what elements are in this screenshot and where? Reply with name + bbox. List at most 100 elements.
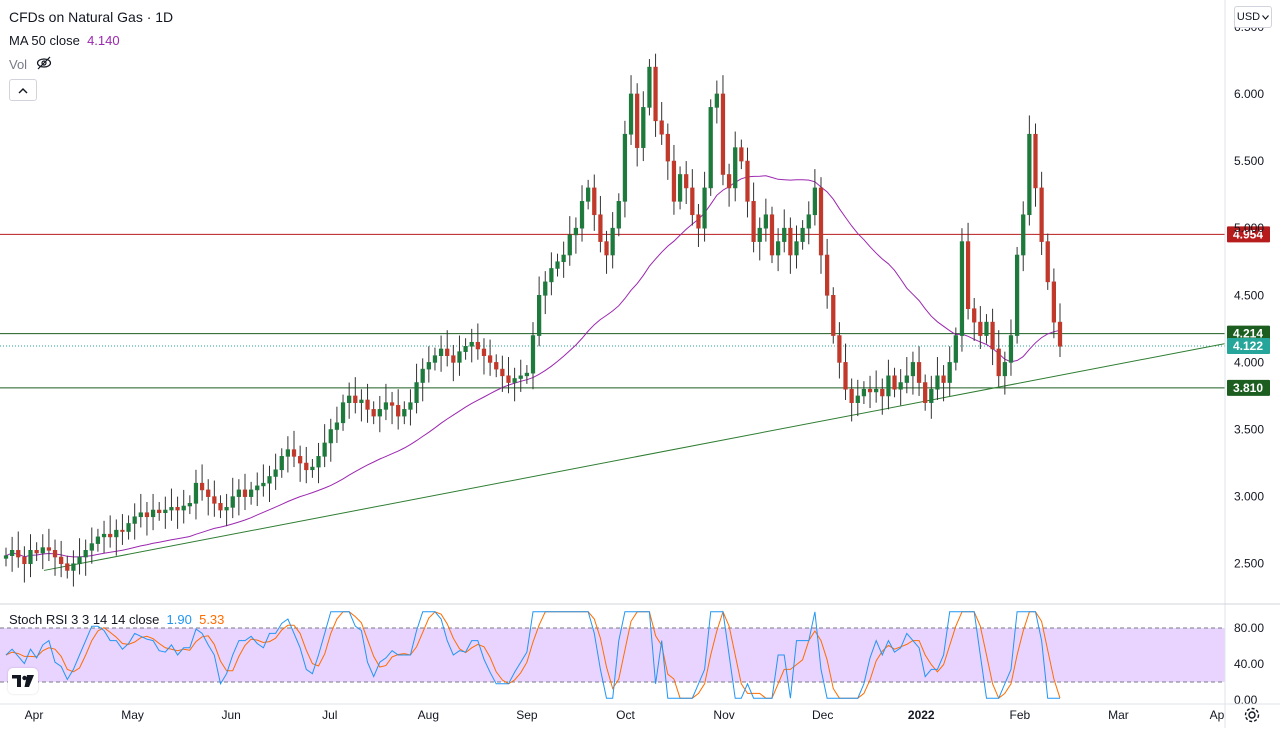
candle-up	[340, 402, 346, 424]
candle-up	[77, 556, 82, 565]
candle-up	[402, 409, 407, 417]
candle-up	[561, 254, 566, 263]
gear-icon[interactable]	[1242, 705, 1262, 730]
candle-up	[567, 234, 572, 256]
rsi-tick-label: 80.00	[1234, 621, 1264, 635]
candle-down	[684, 174, 689, 189]
price-tick-label: 3.500	[1234, 423, 1264, 437]
candle-up	[910, 362, 916, 377]
rsi-k-line	[5, 611, 1060, 699]
collapse-legend-button[interactable]	[9, 79, 37, 101]
candle-up	[193, 482, 199, 504]
candle-up	[95, 536, 101, 544]
candle-up	[101, 533, 107, 538]
vol-label: Vol	[9, 57, 28, 72]
candle-up	[114, 529, 119, 538]
candle-up	[874, 388, 879, 393]
level-badge	[1227, 325, 1270, 342]
candle-up	[628, 93, 634, 135]
candle-down	[494, 362, 499, 370]
candle-up	[886, 375, 891, 397]
candle-up	[641, 107, 646, 148]
candle-up	[420, 368, 425, 383]
candle-up	[806, 214, 811, 229]
time-tick-label: Apr	[25, 708, 44, 722]
candle-up	[677, 174, 683, 202]
rsi-tick-label: 40.00	[1234, 657, 1264, 671]
candle-down	[690, 187, 695, 216]
candle-down	[592, 187, 597, 216]
candle-up	[169, 507, 174, 511]
candle-down	[22, 556, 27, 565]
level-badge	[1227, 338, 1270, 355]
candle-down	[396, 405, 401, 417]
candle-up	[898, 382, 903, 390]
candle-down	[665, 133, 670, 162]
candle-up	[328, 429, 333, 444]
candle-down	[965, 241, 971, 310]
candle-down	[298, 456, 303, 464]
chevron-up-icon	[18, 81, 28, 99]
symbol-legend: CFDs on Natural Gas · 1D	[9, 9, 173, 26]
candle-up	[310, 466, 315, 471]
candle-up	[279, 456, 284, 471]
candle-up	[775, 241, 781, 256]
candle-down	[445, 348, 450, 356]
candle-up	[549, 268, 554, 283]
candle-up	[782, 227, 787, 242]
candle-down	[1033, 133, 1038, 189]
currency-button[interactable]: USD	[1234, 6, 1272, 28]
rsi-band	[0, 628, 1225, 682]
candle-down	[506, 375, 511, 383]
candle-down	[849, 388, 854, 403]
candle-down	[1057, 321, 1063, 347]
candle-up	[248, 489, 254, 497]
tradingview-logo[interactable]	[8, 668, 38, 694]
candle-up	[163, 509, 168, 514]
time-tick-label: May	[121, 708, 144, 722]
candle-up	[984, 321, 989, 336]
candle-up	[414, 382, 419, 403]
candle-down	[481, 348, 487, 356]
candle-down	[451, 355, 456, 363]
candle-down	[843, 362, 848, 390]
price-tick-label: 5.500	[1234, 154, 1264, 168]
candle-down	[475, 341, 480, 350]
candle-down	[291, 449, 297, 457]
level-badge	[1227, 379, 1270, 396]
price-tick-label: 3.000	[1234, 490, 1264, 504]
candle-down	[218, 503, 223, 511]
candle-up	[935, 375, 940, 390]
candle-up	[512, 378, 517, 383]
candle-up	[261, 482, 266, 487]
currency-label: USD	[1236, 11, 1261, 23]
candle-up	[1014, 254, 1020, 336]
level-label: 4.122	[1233, 339, 1263, 353]
candle-down	[598, 214, 603, 242]
candle-up	[579, 201, 585, 229]
candle-up	[530, 335, 536, 374]
candle-up	[1002, 362, 1007, 377]
eye-off-icon[interactable]	[36, 56, 52, 75]
candle-down	[818, 187, 824, 256]
candle-up	[1021, 214, 1026, 256]
candle-down	[837, 335, 842, 363]
candle-up	[230, 496, 235, 508]
candle-down	[144, 512, 150, 518]
candle-up	[457, 351, 462, 363]
candle-down	[831, 294, 836, 336]
candle-down	[880, 388, 885, 397]
candle-up	[518, 375, 523, 379]
candle-up	[83, 550, 88, 558]
candle-up	[138, 512, 143, 518]
candle-down	[389, 402, 395, 406]
time-tick-label: Feb	[1009, 708, 1030, 722]
candle-up	[573, 227, 579, 236]
candle-up	[800, 227, 805, 242]
price-tick-label: 2.500	[1234, 557, 1264, 571]
candle-up	[1008, 335, 1014, 363]
candle-down	[635, 93, 640, 148]
time-tick-label: Mar	[1108, 708, 1129, 722]
candle-down	[242, 489, 248, 497]
